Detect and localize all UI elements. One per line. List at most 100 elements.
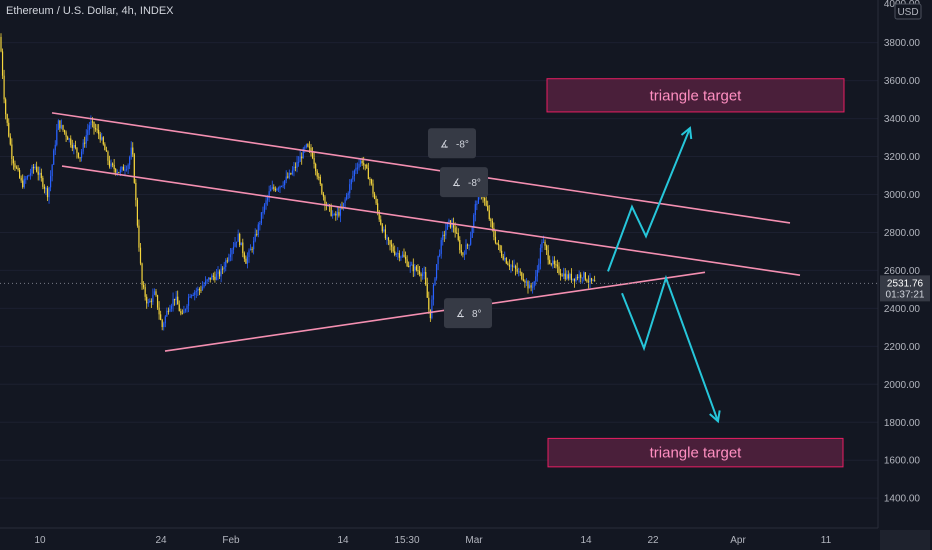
candle-body — [115, 169, 117, 173]
candle-body — [220, 268, 222, 277]
candle-body — [135, 182, 137, 201]
candle-body — [166, 310, 168, 317]
candle-body — [412, 264, 414, 272]
upper-target-box[interactable] — [546, 78, 845, 113]
candle-body — [290, 173, 292, 175]
candle-body — [144, 287, 146, 297]
candle-body — [294, 166, 297, 168]
down-projection-arrowhead — [709, 410, 721, 424]
candle-body — [516, 268, 518, 272]
candle-body — [336, 212, 338, 216]
candle-body — [43, 186, 45, 189]
candle-body — [248, 250, 250, 258]
currency-badge[interactable] — [894, 3, 922, 20]
candle-body — [249, 248, 252, 251]
candle-body — [375, 198, 377, 204]
candle-body — [121, 166, 123, 170]
angle-marker[interactable]: ∡ -8° — [440, 167, 488, 198]
angle-marker[interactable]: ∡ -8° — [428, 128, 476, 159]
candle-body — [541, 242, 543, 248]
candle-body — [133, 154, 135, 183]
candle-body — [380, 219, 382, 225]
candle-body — [274, 188, 276, 191]
lower-trendline[interactable] — [164, 271, 706, 352]
projections[interactable] — [607, 126, 721, 424]
candle-body — [119, 169, 121, 173]
candle-body — [37, 171, 39, 175]
candle-body — [406, 259, 408, 267]
candle-body — [280, 185, 283, 187]
candle-body — [225, 260, 227, 268]
settings-corner-button[interactable] — [880, 530, 930, 550]
candle-body — [532, 286, 534, 288]
candle-body — [174, 298, 176, 301]
candle-body — [212, 275, 214, 277]
candle-body — [149, 300, 151, 303]
candle-body — [231, 249, 233, 255]
candle-body — [558, 266, 560, 274]
current-price-tag[interactable] — [880, 275, 930, 302]
candle-body — [490, 219, 492, 222]
candle-body — [129, 157, 131, 165]
angle-icon: ∡ — [456, 309, 465, 320]
candle-body — [0, 36, 2, 52]
candle-body — [203, 284, 205, 287]
candle-body — [510, 265, 512, 267]
down-projection[interactable] — [621, 274, 719, 422]
candle-body — [20, 177, 22, 181]
candle-body — [484, 198, 486, 201]
candle-body — [347, 193, 349, 195]
candle-body — [370, 179, 373, 184]
angle-marker[interactable]: ∡ 8° — [444, 298, 492, 329]
trendlines[interactable] — [51, 112, 801, 352]
candle-body — [432, 284, 435, 300]
middle-trendline[interactable] — [61, 165, 801, 276]
candle-body — [470, 237, 472, 245]
candle-body — [587, 281, 590, 283]
time-tick-label: 24 — [155, 535, 167, 546]
candle-body — [257, 224, 259, 235]
candle-body — [228, 257, 230, 261]
candle-body — [239, 233, 241, 246]
candle-body — [42, 177, 44, 187]
candles — [0, 33, 596, 331]
candle-body — [299, 156, 301, 162]
candle-body — [6, 114, 8, 123]
candle-body — [425, 272, 427, 285]
candle-body — [206, 279, 208, 281]
price-axis[interactable] — [878, 0, 932, 550]
candle-body — [88, 125, 90, 131]
candle-body — [156, 295, 159, 308]
candle-body — [315, 163, 317, 172]
candle-body — [507, 263, 509, 265]
candle-body — [508, 264, 510, 267]
candle-body — [377, 203, 379, 212]
upper-trendline[interactable] — [51, 112, 791, 224]
lower-target-box[interactable] — [547, 437, 844, 468]
candle-body — [439, 253, 441, 256]
candle-body — [358, 163, 360, 168]
candle-body — [205, 280, 207, 285]
time-tick-label: 10 — [34, 535, 46, 546]
angle-markers[interactable]: ∡ -8° ∡ -8° ∡ 8° — [428, 128, 492, 329]
candle-body — [493, 227, 495, 237]
candle-body — [476, 203, 478, 205]
candle-body — [581, 277, 583, 279]
candle-body — [98, 129, 100, 135]
candle-body — [521, 272, 523, 280]
candle-body — [352, 175, 354, 180]
candle-body — [214, 276, 216, 280]
target-boxes[interactable]: triangle target triangle target — [546, 78, 845, 468]
candle-body — [163, 323, 165, 328]
candle-body — [302, 148, 304, 159]
candle-body — [279, 186, 281, 189]
up-projection[interactable] — [607, 127, 691, 272]
candle-body — [270, 188, 272, 192]
candle-body — [369, 179, 371, 181]
candle-body — [192, 294, 194, 296]
candle-body — [50, 176, 52, 188]
candle-body — [164, 316, 166, 324]
candle-body — [310, 147, 312, 153]
